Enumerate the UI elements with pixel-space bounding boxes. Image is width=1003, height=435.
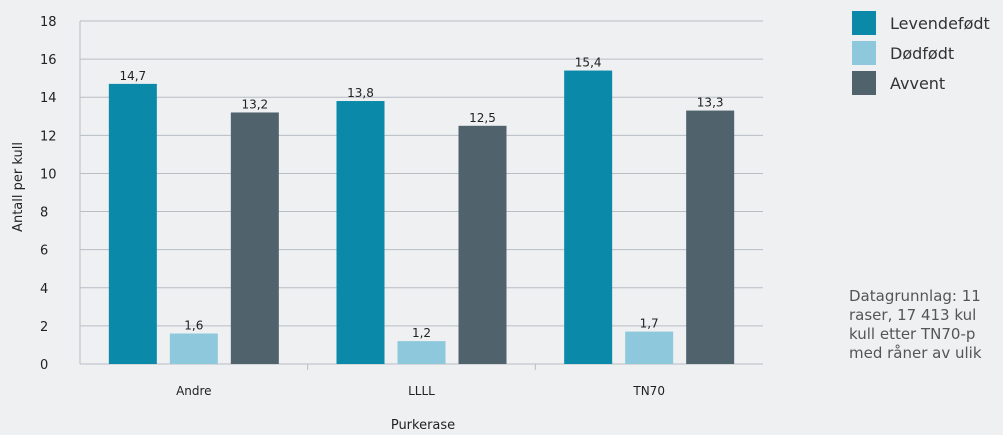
data-label: 1,2	[412, 326, 431, 340]
y-tick-label: 6	[40, 244, 48, 259]
bar-andre-2	[230, 112, 279, 364]
y-tick-label: 10	[40, 167, 57, 182]
y-tick-label: 14	[40, 91, 57, 106]
bar-andre-0	[108, 83, 157, 364]
bar-tn70-1	[625, 331, 674, 364]
data-label: 13,8	[347, 86, 374, 100]
legend: Levendefødt Dødfødt Avvent	[852, 11, 990, 102]
y-tick-label: 2	[40, 320, 48, 335]
x-axis-ticks: Andre LLLL TN70	[176, 364, 665, 398]
bar-andre-1	[169, 333, 218, 364]
legend-label: Dødfødt	[890, 43, 955, 63]
y-tick-label: 16	[40, 53, 57, 68]
legend-swatch	[852, 41, 876, 65]
y-tick-label: 0	[40, 358, 48, 373]
legend-swatch	[852, 71, 876, 95]
note-line: Datagrunnlag: 11	[849, 287, 981, 305]
x-tick-label: Andre	[176, 384, 211, 398]
y-tick-label: 8	[40, 206, 48, 221]
data-label: 13,2	[241, 97, 268, 111]
bar-llll-0	[336, 101, 385, 365]
y-tick-label: 18	[40, 15, 57, 30]
legend-item-avvent: Avvent	[852, 71, 990, 95]
x-tick-label: TN70	[632, 384, 665, 398]
legend-swatch	[852, 11, 876, 35]
note-line: raser, 17 413 kul	[849, 306, 977, 324]
data-labels: 14,7 1,6 13,2 13,8 1,2 12,5 15,4 1,7 13,3	[119, 56, 723, 341]
bar-tn70-0	[564, 70, 613, 365]
data-label: 12,5	[469, 111, 496, 125]
gridlines	[79, 20, 763, 365]
bar-llll-2	[458, 125, 507, 364]
bars	[108, 70, 735, 365]
note-line: med råner av ulik	[849, 344, 982, 362]
legend-label: Levendefødt	[890, 13, 990, 33]
legend-item-dodfodt: Dødfødt	[852, 41, 990, 65]
data-label: 14,7	[119, 69, 146, 83]
data-basis-note: Datagrunnlag: 11 raser, 17 413 kul kull …	[849, 287, 1003, 363]
y-tick-label: 4	[40, 282, 48, 297]
y-axis-ticks: 0 2 4 6 8 10 12 14 16 18	[40, 15, 57, 373]
x-tick-label: LLLL	[408, 384, 435, 398]
x-axis-title: Purkerase	[391, 418, 455, 433]
legend-item-levendefodt: Levendefødt	[852, 11, 990, 35]
bar-llll-1	[397, 341, 446, 364]
data-label: 1,7	[640, 317, 659, 331]
note-line: kull etter TN70-p	[849, 325, 976, 343]
bar-tn70-2	[686, 110, 735, 364]
y-tick-label: 12	[40, 129, 57, 144]
data-label: 1,6	[184, 319, 203, 333]
data-label: 13,3	[697, 96, 724, 110]
data-label: 15,4	[575, 56, 602, 70]
legend-label: Avvent	[890, 73, 946, 93]
y-axis-title: Antall per kull	[11, 142, 26, 232]
